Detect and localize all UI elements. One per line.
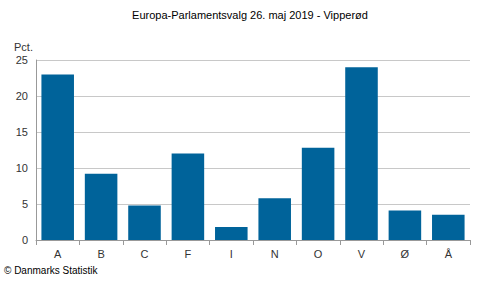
svg-text:N: N — [271, 248, 279, 260]
svg-text:C: C — [141, 248, 149, 260]
svg-text:0: 0 — [22, 234, 28, 246]
svg-text:10: 10 — [16, 162, 28, 174]
svg-text:15: 15 — [16, 126, 28, 138]
svg-text:Pct.: Pct. — [14, 41, 33, 53]
svg-text:© Danmarks Statistik: © Danmarks Statistik — [4, 265, 99, 276]
svg-text:Ø: Ø — [401, 248, 410, 260]
svg-text:O: O — [314, 248, 323, 260]
svg-text:5: 5 — [22, 198, 28, 210]
svg-text:Europa-Parlamentsvalg 26. maj: Europa-Parlamentsvalg 26. maj 2019 - Vip… — [132, 9, 368, 21]
svg-text:Å: Å — [445, 248, 453, 260]
svg-text:25: 25 — [16, 54, 28, 66]
svg-text:A: A — [54, 248, 62, 260]
svg-text:V: V — [358, 248, 366, 260]
svg-text:B: B — [97, 248, 104, 260]
svg-text:20: 20 — [16, 90, 28, 102]
svg-text:I: I — [230, 248, 233, 260]
svg-text:F: F — [185, 248, 192, 260]
